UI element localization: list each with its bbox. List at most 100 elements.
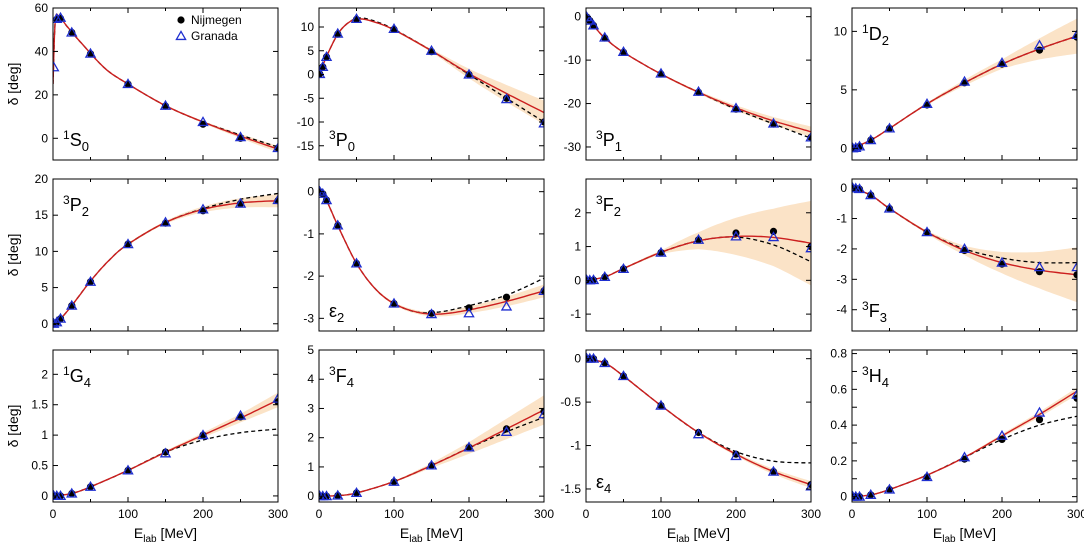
uncertainty-band [586,16,811,138]
dashed-curve [319,191,544,314]
granada-point [730,102,742,113]
granada-point [388,22,400,33]
label-subscript: 2 [882,33,889,48]
y-tick-label: -2 [303,269,314,283]
granada-point [538,284,544,295]
granada-point [84,480,97,491]
x-axis-title: Elab [MeV] [933,525,996,545]
granada-point [865,189,877,200]
granada-point [1033,39,1046,50]
granada-point [655,246,667,257]
y-tick-label: 0 [307,68,314,82]
y-tick-label: 0 [574,352,581,366]
granada-point [767,117,780,128]
x-tick-label: 100 [917,507,937,521]
granada-point [388,475,400,486]
plot-area-3P2 [53,192,278,328]
granada-point [66,487,78,498]
granada-point [958,75,971,86]
granada-point [122,238,134,249]
granada-point [730,230,742,241]
panel-label: 3F3 [862,299,887,325]
y-tick-label: -1 [570,307,581,321]
y-tick-label: 20 [35,172,49,186]
panel-label: 1G4 [63,364,91,390]
granada-point [159,99,172,110]
granada-point [320,194,333,205]
panel-label: ε4 [596,472,611,496]
plot-area-3F2 [586,201,811,286]
granada-point [996,57,1008,68]
granada-point [996,256,1008,267]
granada-point [587,19,600,30]
granada-point [425,459,438,470]
granada-point [599,357,611,368]
label-letter: F [603,195,614,215]
x-title-sub: lab [676,534,690,545]
solid-curve [53,200,278,325]
y-tick-label: 0 [41,317,48,331]
nijmegen-point [732,450,740,458]
nijmegen-point [502,293,511,301]
panel-label: 3P0 [329,128,355,154]
label-letter: P [70,195,82,215]
y-tick-label: 0 [307,489,314,503]
x-tick-label: 100 [118,507,138,521]
y-tick-label: 2 [574,206,581,220]
granada-point [319,68,326,79]
uncertainty-band [319,191,544,317]
panel-label: 3F2 [596,193,621,219]
granada-point [921,97,933,108]
label-superscript: 3 [862,299,869,313]
label-superscript: 1 [63,364,70,378]
granada-point [617,370,630,381]
y-tick-label: 2 [41,367,48,381]
y-tick-label: -1 [303,227,314,241]
label-subscript: 1 [615,139,622,154]
y-tick-label: -5 [303,91,314,105]
y-tick-label: 0 [307,185,314,199]
label-subscript: 3 [880,310,887,325]
granada-point [84,275,97,286]
y-tick-label: 0.6 [830,382,847,396]
label-letter: F [336,366,347,386]
label-superscript: 3 [862,364,869,378]
x-tick-label: 0 [50,507,57,521]
x-axis-title: Elab [MeV] [400,525,463,545]
y-tick-label: 3 [307,401,314,415]
plot-area-1G4 [53,392,278,501]
label-letter: D [869,24,882,44]
granada-point [197,429,209,440]
panel-label: 3P2 [63,193,89,219]
granada-point [805,131,811,142]
granada-point [350,257,363,268]
y-axis-title: δ [deg] [5,63,21,106]
granada-point [1033,406,1046,417]
uncertainty-band [319,18,544,125]
uncertainty-band [852,387,1077,497]
label-subscript: 2 [337,310,344,325]
y-tick-label: 0 [574,273,581,287]
label-letter: S [70,130,82,150]
panel-frame [318,7,545,161]
label-superscript: 3 [596,193,603,207]
granada-point [883,483,896,494]
plot-area-1D2 [852,18,1077,153]
granada-point [332,219,344,230]
granada-point [122,78,134,89]
x-axis-title: Elab [MeV] [134,525,197,545]
label-letter: P [336,130,348,150]
granada-point [54,490,67,501]
granada-point [159,447,172,458]
uncertainty-band [319,395,544,497]
granada-point [692,233,705,244]
granada-point [53,61,60,72]
granada-point [692,428,705,439]
y-tick-label: -3 [836,272,847,286]
granada-point [463,441,475,452]
panel-label: 1D2 [862,22,889,48]
solid-curve [852,390,1077,498]
y-tick-label: 0.2 [830,454,847,468]
